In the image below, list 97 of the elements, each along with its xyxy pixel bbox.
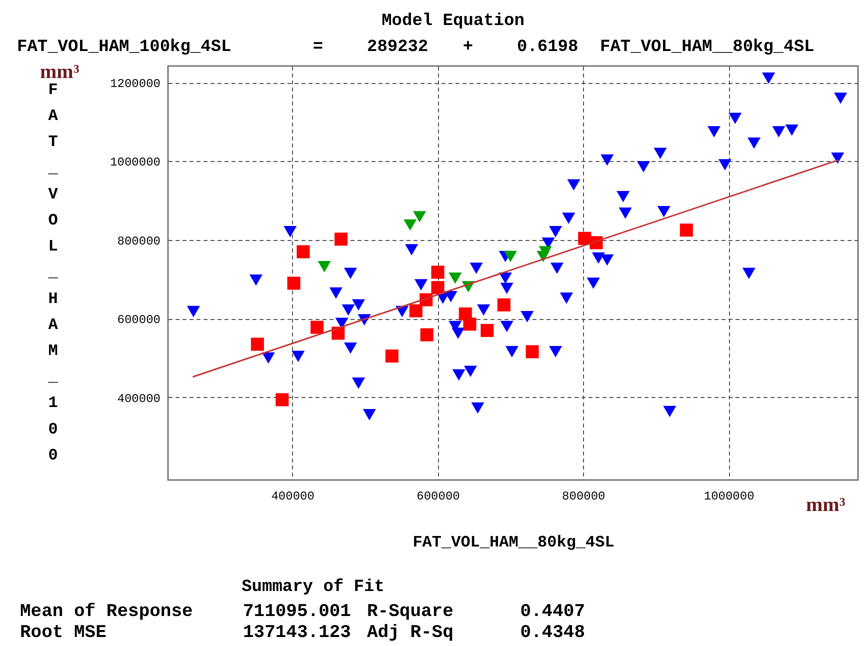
- text: Summary of Fit: [242, 578, 384, 597]
- point: [464, 366, 477, 378]
- point: [409, 304, 422, 318]
- point: [831, 152, 844, 164]
- point: [249, 274, 262, 286]
- point: [284, 226, 297, 238]
- point: [344, 268, 358, 280]
- point: [772, 126, 786, 138]
- point: [560, 292, 573, 304]
- point: [497, 298, 510, 312]
- point: [477, 304, 490, 316]
- point: [431, 281, 444, 294]
- y-tick-label: 400000: [117, 392, 160, 406]
- text: Mean of Response: [20, 602, 193, 622]
- point: [785, 124, 798, 136]
- x-tick-label: 600000: [416, 490, 460, 504]
- point: [654, 148, 667, 160]
- point: [708, 126, 721, 138]
- point: [250, 338, 264, 351]
- point: [504, 250, 517, 262]
- point: [452, 328, 465, 339]
- point: [520, 311, 534, 322]
- point: [262, 352, 275, 364]
- point: [318, 261, 331, 272]
- point: [287, 276, 300, 290]
- point: [310, 320, 324, 334]
- text: mm³: [806, 494, 846, 516]
- point: [762, 72, 776, 84]
- point: [728, 112, 742, 124]
- point: [342, 304, 355, 316]
- point: [498, 272, 512, 284]
- text: 0.4348: [520, 623, 585, 643]
- point: [480, 324, 494, 337]
- point: [329, 287, 342, 299]
- point: [636, 161, 650, 172]
- point: [352, 299, 366, 311]
- point: [352, 378, 366, 389]
- y-tick-label: 1000000: [110, 156, 160, 170]
- point: [500, 282, 514, 294]
- point: [567, 179, 580, 190]
- text: Root MSE: [20, 623, 107, 643]
- text: mm³: [40, 61, 80, 83]
- x-tick-label: 1000000: [704, 490, 754, 504]
- point: [471, 402, 484, 414]
- point: [549, 226, 562, 238]
- text: FAT_VOL_HAM_100: [48, 81, 58, 464]
- point: [680, 224, 693, 237]
- point: [718, 159, 732, 170]
- point: [413, 211, 426, 222]
- point: [742, 268, 756, 280]
- point: [405, 244, 418, 256]
- point: [618, 208, 632, 219]
- point: [385, 350, 398, 363]
- point: [834, 92, 848, 104]
- point: [562, 212, 576, 224]
- y-tick-label: 600000: [117, 313, 160, 328]
- text: 0.4407: [520, 602, 585, 622]
- point: [586, 278, 600, 289]
- point: [444, 290, 458, 302]
- y-tick-label: 1200000: [110, 77, 160, 92]
- point: [292, 350, 305, 362]
- point: [550, 262, 564, 274]
- point: [500, 320, 514, 332]
- point: [505, 346, 518, 358]
- point: [657, 206, 670, 218]
- point: [663, 406, 676, 418]
- point: [296, 245, 310, 258]
- point: [276, 393, 289, 406]
- point: [448, 272, 462, 284]
- point: [414, 279, 428, 290]
- point: [592, 252, 605, 264]
- point: [344, 342, 358, 354]
- point: [404, 219, 417, 231]
- x-axis-title: FAT_VOL_HAM__80kg_4SL: [412, 534, 614, 552]
- y-tick-label: 800000: [117, 234, 160, 248]
- x-tick-label: 800000: [562, 490, 606, 504]
- point: [470, 262, 483, 274]
- point: [420, 328, 434, 342]
- point: [334, 232, 348, 246]
- point: [463, 318, 476, 331]
- point: [748, 137, 761, 149]
- x-tick-label: 400000: [271, 490, 314, 504]
- point: [616, 191, 630, 202]
- point: [526, 345, 539, 358]
- point: [600, 154, 614, 166]
- text: Adj R-Sq: [367, 623, 454, 643]
- point: [431, 266, 444, 279]
- chart-title: Model Equation: [382, 12, 524, 31]
- text: FAT_VOL_HAM_100kg_4SL = 289232 + 0.6198 FAT_VOL_HAM__80kg_4SL: [17, 38, 814, 57]
- text: 711095.001: [242, 602, 352, 622]
- point: [186, 306, 200, 318]
- text: R-Square: [367, 602, 454, 622]
- point: [549, 346, 562, 358]
- text: 137143.123: [242, 623, 351, 643]
- point: [362, 409, 376, 420]
- point: [452, 369, 466, 381]
- point: [600, 254, 614, 266]
